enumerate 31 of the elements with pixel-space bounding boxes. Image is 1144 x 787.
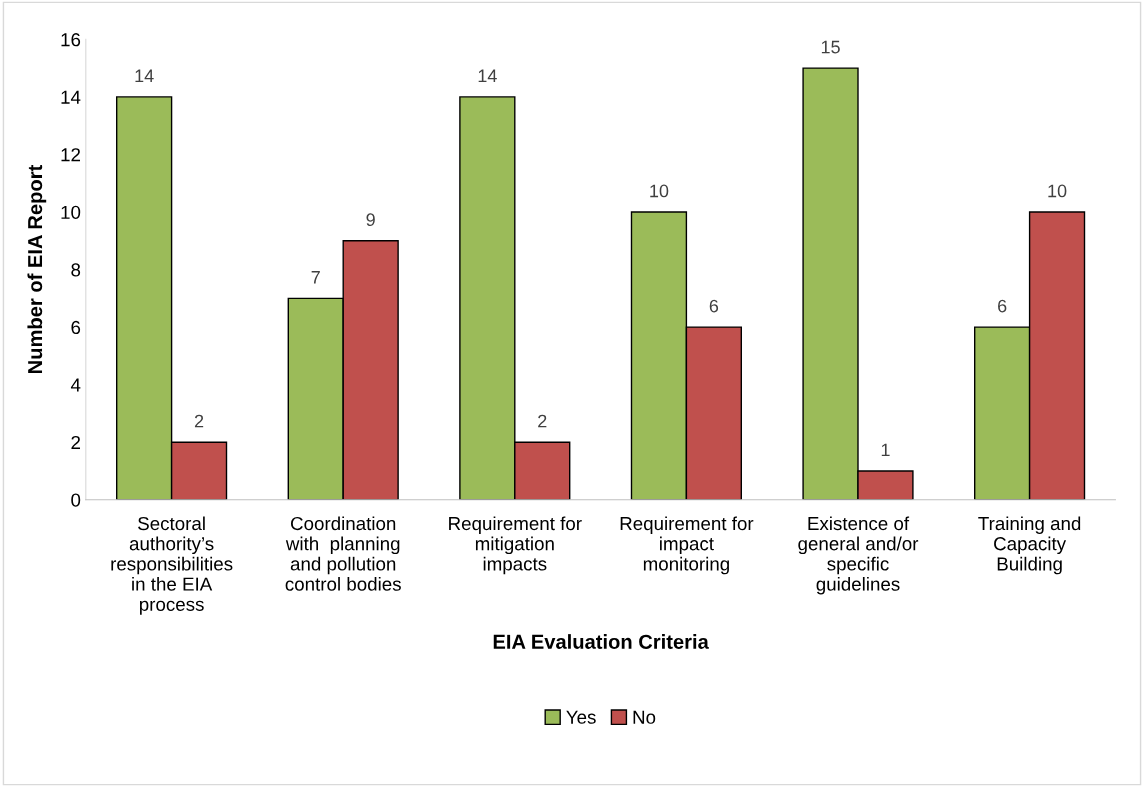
x-tick-label: Sectoral authority’s responsibilities in the EIA process — [111, 516, 233, 615]
y-tick-label: 8 — [71, 263, 81, 277]
data-label: 6 — [709, 299, 719, 313]
data-label: 10 — [1048, 184, 1067, 198]
x-tick-label: Requirement for mitigation impacts — [449, 516, 582, 575]
data-label: 1 — [881, 443, 890, 457]
data-label: 9 — [366, 213, 375, 227]
y-tick-label: 0 — [71, 493, 81, 507]
x-axis-title: EIA Evaluation Criteria — [493, 634, 709, 649]
y-tick-label: 6 — [71, 320, 81, 335]
y-tick-label: 16 — [61, 33, 81, 47]
x-tick-label: Existence of general and/or specific guidelines — [798, 516, 919, 595]
data-label: 10 — [650, 184, 669, 198]
y-tick-label: 14 — [61, 90, 81, 104]
y-tick-label: 12 — [61, 148, 80, 162]
data-label: 6 — [998, 299, 1007, 313]
data-label: 14 — [135, 69, 154, 83]
data-label: 7 — [311, 271, 320, 284]
x-tick-label: Requirement for impact monitoring — [620, 516, 754, 575]
y-tick-label: 2 — [71, 435, 80, 449]
x-tick-label: Training and Capacity Building — [978, 516, 1081, 575]
data-label: 2 — [194, 414, 204, 428]
data-label: 2 — [538, 414, 547, 428]
legend-label: Yes — [566, 710, 596, 724]
y-axis-title: Number of EIA Report — [27, 164, 47, 373]
data-label: 15 — [821, 40, 840, 54]
data-label: 14 — [478, 69, 497, 83]
legend-label: No — [633, 710, 656, 724]
x-tick-label: Coordination with planning and pollution control bodies — [285, 516, 401, 591]
y-tick-label: 10 — [61, 205, 81, 219]
y-tick-label: 4 — [70, 378, 81, 392]
